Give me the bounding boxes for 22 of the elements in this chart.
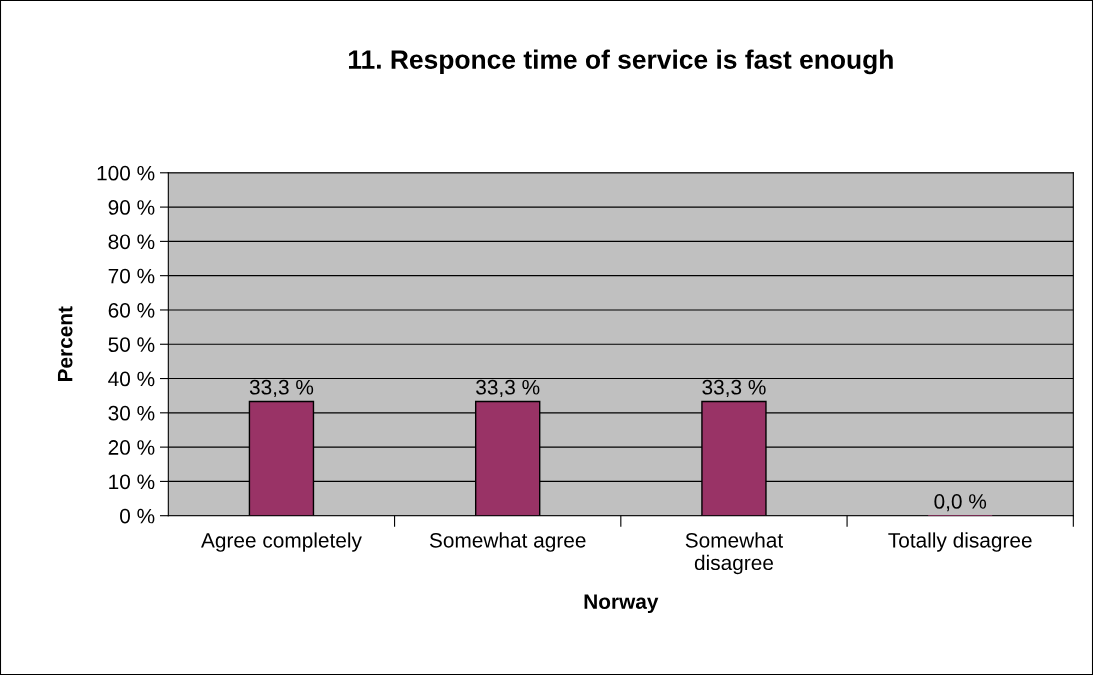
y-tick-label: 70 %	[108, 268, 155, 284]
y-tick-label: 10 %	[109, 474, 155, 490]
y-tick-label: 100 %	[97, 165, 155, 181]
chart-title: 11. Responce time of service is fast enough	[348, 49, 893, 75]
y-tick-label: 30 %	[108, 405, 155, 421]
x-tick-label: Totally disagree	[888, 532, 1032, 552]
data-label: 33,3 %	[249, 379, 314, 398]
x-tick-label: Agree completely	[201, 532, 362, 552]
y-tick-label: 60 %	[108, 302, 155, 318]
x-tick-label: Somewhat disagree	[685, 532, 784, 575]
x-tick-label: Somewhat agree	[429, 532, 586, 552]
x-axis-title: Norway	[584, 594, 659, 614]
y-tick-label: 90 %	[108, 200, 155, 215]
y-tick-label: 0 %	[120, 508, 155, 524]
y-tick-label: 50 %	[108, 337, 155, 352]
y-tick-label: 80 %	[108, 234, 155, 250]
data-label: 33,3 %	[702, 379, 766, 398]
data-label: 0,0 %	[934, 494, 987, 512]
y-tick-label: 20 %	[108, 440, 155, 455]
y-tick-label: 40 %	[108, 371, 155, 387]
data-label: 33,3 %	[476, 379, 540, 398]
y-axis-title: Percent	[57, 306, 73, 382]
